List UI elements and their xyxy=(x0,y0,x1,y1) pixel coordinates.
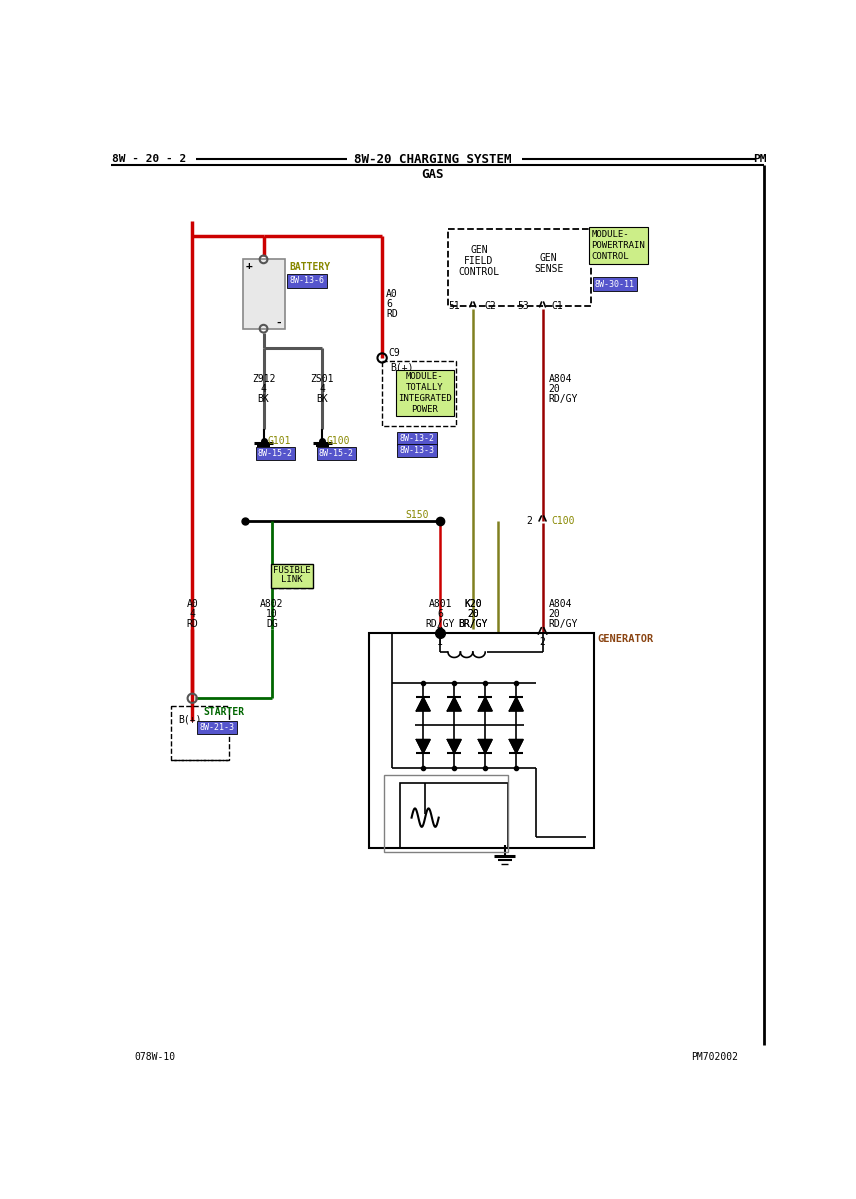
Text: BK: BK xyxy=(258,393,270,404)
Text: BATTERY: BATTERY xyxy=(289,263,330,272)
Text: B(+): B(+) xyxy=(389,362,413,372)
Text: 6: 6 xyxy=(386,299,392,309)
Text: SENSE: SENSE xyxy=(534,264,563,273)
Text: K20: K20 xyxy=(464,600,482,609)
Bar xyxy=(400,783,508,849)
Bar xyxy=(369,633,594,849)
Text: S150: S150 xyxy=(406,510,429,520)
Text: MODULE-
TOTALLY
INTEGRATED
POWER: MODULE- TOTALLY INTEGRATED POWER xyxy=(398,372,452,414)
Text: 8W-13-3: 8W-13-3 xyxy=(400,446,435,454)
Text: 6: 6 xyxy=(437,609,443,620)
Text: 8W-30-11: 8W-30-11 xyxy=(595,279,634,289)
Bar xyxy=(382,361,455,427)
Text: PM702002: PM702002 xyxy=(692,1052,739,1062)
Text: C9: C9 xyxy=(389,349,400,359)
Text: MODULE-
POWERTRAIN
CONTROL: MODULE- POWERTRAIN CONTROL xyxy=(591,230,645,261)
Text: STARTER: STARTER xyxy=(204,707,245,717)
Text: 8W - 20 - 2: 8W - 20 - 2 xyxy=(112,155,187,164)
Text: K20: K20 xyxy=(464,600,482,609)
Text: ZS01: ZS01 xyxy=(311,374,334,384)
Text: 2: 2 xyxy=(539,637,545,647)
Text: PM: PM xyxy=(753,155,767,164)
Text: RD/GY: RD/GY xyxy=(549,620,578,629)
Text: DG: DG xyxy=(266,620,278,629)
Text: GENERATOR: GENERATOR xyxy=(597,634,654,644)
Text: 8W-15-2: 8W-15-2 xyxy=(258,448,293,458)
Bar xyxy=(448,229,591,306)
Text: 20: 20 xyxy=(549,384,561,393)
Text: 1: 1 xyxy=(437,637,443,647)
Text: G101: G101 xyxy=(267,436,291,446)
Text: +: + xyxy=(246,260,253,271)
Text: 20: 20 xyxy=(467,609,479,620)
Polygon shape xyxy=(509,697,523,711)
Text: CONTROL: CONTROL xyxy=(459,266,500,277)
Text: 4: 4 xyxy=(189,609,195,620)
Bar xyxy=(170,706,229,760)
Text: RD: RD xyxy=(187,620,198,629)
Polygon shape xyxy=(479,740,492,753)
Text: A802: A802 xyxy=(260,600,284,609)
Text: 8W-13-6: 8W-13-6 xyxy=(289,277,324,285)
Text: BR/GY: BR/GY xyxy=(458,620,487,629)
Text: RD/GY: RD/GY xyxy=(425,620,455,629)
Text: 4: 4 xyxy=(319,384,325,393)
Polygon shape xyxy=(447,740,461,753)
Text: A804: A804 xyxy=(549,600,573,609)
Text: GEN: GEN xyxy=(470,245,488,255)
Text: 8W-20 CHARGING SYSTEM: 8W-20 CHARGING SYSTEM xyxy=(354,152,511,165)
Text: 20: 20 xyxy=(549,609,561,620)
Text: G100: G100 xyxy=(326,436,350,446)
Text: FUSIBLE: FUSIBLE xyxy=(273,566,310,576)
Text: C2: C2 xyxy=(484,301,496,311)
Text: -: - xyxy=(276,318,282,327)
Text: 4: 4 xyxy=(260,384,266,393)
Text: FIELD: FIELD xyxy=(464,255,494,266)
Bar xyxy=(384,776,508,852)
Text: 8W-21-3: 8W-21-3 xyxy=(199,723,235,733)
Text: A0: A0 xyxy=(187,600,198,609)
Text: LINK: LINK xyxy=(281,576,302,584)
Text: 078W-10: 078W-10 xyxy=(134,1052,175,1062)
Text: GEN: GEN xyxy=(540,253,557,263)
Polygon shape xyxy=(479,697,492,711)
Text: RD/GY: RD/GY xyxy=(549,393,578,404)
Text: 8W-13-2: 8W-13-2 xyxy=(400,434,435,444)
Text: 10: 10 xyxy=(266,609,278,620)
Bar xyxy=(242,259,285,329)
Text: C100: C100 xyxy=(552,517,575,526)
Text: GAS: GAS xyxy=(421,168,443,181)
Text: 53: 53 xyxy=(518,301,529,311)
Text: 51: 51 xyxy=(448,301,460,311)
Text: BR/GY: BR/GY xyxy=(458,620,487,629)
Text: 20: 20 xyxy=(467,609,479,620)
Text: A0: A0 xyxy=(386,289,398,299)
Text: BK: BK xyxy=(317,393,329,404)
Text: Z912: Z912 xyxy=(252,374,276,384)
Polygon shape xyxy=(509,740,523,753)
Text: A804: A804 xyxy=(549,374,573,384)
Polygon shape xyxy=(447,697,461,711)
Text: 2: 2 xyxy=(526,517,532,526)
Text: A801: A801 xyxy=(429,600,452,609)
Bar xyxy=(270,564,313,589)
Text: RD: RD xyxy=(386,309,398,319)
Polygon shape xyxy=(416,697,431,711)
Text: C1: C1 xyxy=(552,301,563,311)
Text: B(+): B(+) xyxy=(178,715,202,725)
Text: 8W-15-2: 8W-15-2 xyxy=(319,448,354,458)
Polygon shape xyxy=(416,740,431,753)
